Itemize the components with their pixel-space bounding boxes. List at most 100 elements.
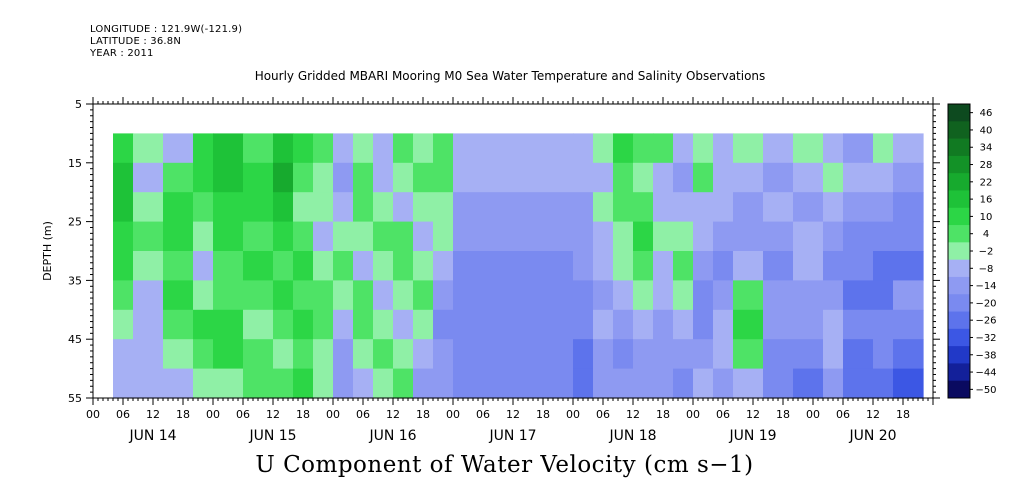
heatmap-cell (133, 133, 164, 164)
heatmap-cell (843, 339, 874, 370)
heatmap-cell (333, 368, 354, 399)
heatmap-cell (293, 368, 314, 399)
heatmap-cell (823, 339, 844, 370)
heatmap-cell (893, 251, 924, 281)
heatmap-cell (313, 133, 334, 164)
x-day-label: JUN 19 (728, 428, 776, 444)
heatmap-cell (373, 133, 394, 164)
x-tick-label: 12 (746, 408, 760, 421)
colorbar-swatch (948, 311, 970, 330)
heatmap-cell (843, 133, 874, 164)
x-tick-label: 12 (866, 408, 880, 421)
heatmap-cell (193, 221, 214, 252)
heatmap-cell (843, 162, 874, 193)
heatmap-cell (453, 368, 574, 399)
heatmap-cell (673, 251, 694, 281)
heatmap-cell (353, 192, 374, 223)
heatmap-cell (733, 221, 764, 252)
heatmap-cell (113, 133, 134, 164)
longitude-label: LONGITUDE : 121.9W(-121.9) (90, 24, 243, 35)
heatmap-cell (633, 339, 654, 370)
heatmap-cell (393, 133, 414, 164)
heatmap-cell (133, 309, 164, 340)
heatmap-cell (673, 368, 694, 399)
heatmap-cell (213, 368, 244, 399)
heatmap-cell (653, 162, 674, 193)
colorbar-label: −20 (975, 298, 996, 309)
heatmap-cell (193, 339, 214, 370)
colorbar-swatch (948, 207, 970, 226)
heatmap-cell (433, 368, 454, 399)
heatmap-cell (433, 162, 454, 193)
heatmap-cell (193, 162, 214, 193)
heatmap-cell (733, 368, 764, 399)
heatmap-cell (613, 192, 634, 223)
heatmap-cell (673, 309, 694, 340)
heatmap-cell (393, 309, 414, 340)
heatmap-cell (823, 280, 844, 311)
heatmap-cell (593, 280, 614, 311)
heatmap-cell (573, 280, 594, 311)
heatmap-cell (693, 133, 714, 164)
x-tick-label: 12 (386, 408, 400, 421)
heatmap-cell (693, 309, 714, 340)
heatmap-cell (653, 339, 674, 370)
y-axis-label: DEPTH (m) (41, 221, 54, 281)
heatmap-cell (393, 162, 414, 193)
heatmap-cell (593, 309, 614, 340)
heatmap-cell (113, 251, 134, 281)
heatmap-cell (793, 309, 824, 340)
heatmap-cell (243, 162, 274, 193)
x-tick-label: 18 (416, 408, 430, 421)
heatmap-cell (353, 251, 374, 281)
heatmap-cell (413, 162, 434, 193)
heatmap-cell (313, 339, 334, 370)
heatmap-cell (293, 162, 314, 193)
heatmap-cell (433, 309, 454, 340)
heatmap-cell (243, 133, 274, 164)
heatmap-cell (353, 339, 374, 370)
colorbar-swatch (948, 242, 970, 261)
heatmap-cell (163, 162, 194, 193)
heatmap-cell (573, 133, 594, 164)
x-tick-label: 06 (236, 408, 250, 421)
heatmap-cell (843, 251, 874, 281)
heatmap-cell (713, 221, 734, 252)
heatmap-cell (593, 368, 614, 399)
heatmap-cell (163, 280, 194, 311)
heatmap-cell (713, 368, 734, 399)
heatmap-cell (613, 280, 634, 311)
colorbar-label: −14 (975, 281, 996, 292)
heatmap-cell (433, 339, 454, 370)
x-day-label: JUN 14 (128, 428, 176, 444)
heatmap-cell (763, 251, 794, 281)
heatmap-cell (133, 192, 164, 223)
heatmap-cell (593, 162, 614, 193)
x-tick-label: 00 (446, 408, 460, 421)
heatmap-cell (593, 192, 614, 223)
heatmap-cell (793, 368, 824, 399)
heatmap-cell (573, 162, 594, 193)
heatmap-cell (133, 339, 164, 370)
metadata-block: LONGITUDE : 121.9W(-121.9) LATITUDE : 36… (90, 24, 242, 60)
x-day-label: JUN 16 (368, 428, 416, 444)
heatmap-cell (373, 280, 394, 311)
heatmap-cell (243, 339, 274, 370)
x-tick-label: 00 (806, 408, 820, 421)
heatmap-cell (243, 309, 274, 340)
heatmap-cell (453, 251, 574, 281)
heatmap-cell (163, 368, 194, 399)
heatmap-cell (393, 339, 414, 370)
heatmap-cell (243, 280, 274, 311)
colorbar-swatch (948, 363, 970, 382)
heatmap-cell (353, 221, 374, 252)
heatmap-cell (673, 192, 694, 223)
colorbar-label: 40 (980, 125, 993, 136)
heatmap-cell (893, 368, 924, 399)
colorbar-label: −32 (975, 333, 996, 344)
x-day-label: JUN 17 (488, 428, 536, 444)
heatmap-cell (133, 251, 164, 281)
heatmap-cell (763, 280, 794, 311)
heatmap-cell (673, 133, 694, 164)
heatmap-cell (793, 133, 824, 164)
